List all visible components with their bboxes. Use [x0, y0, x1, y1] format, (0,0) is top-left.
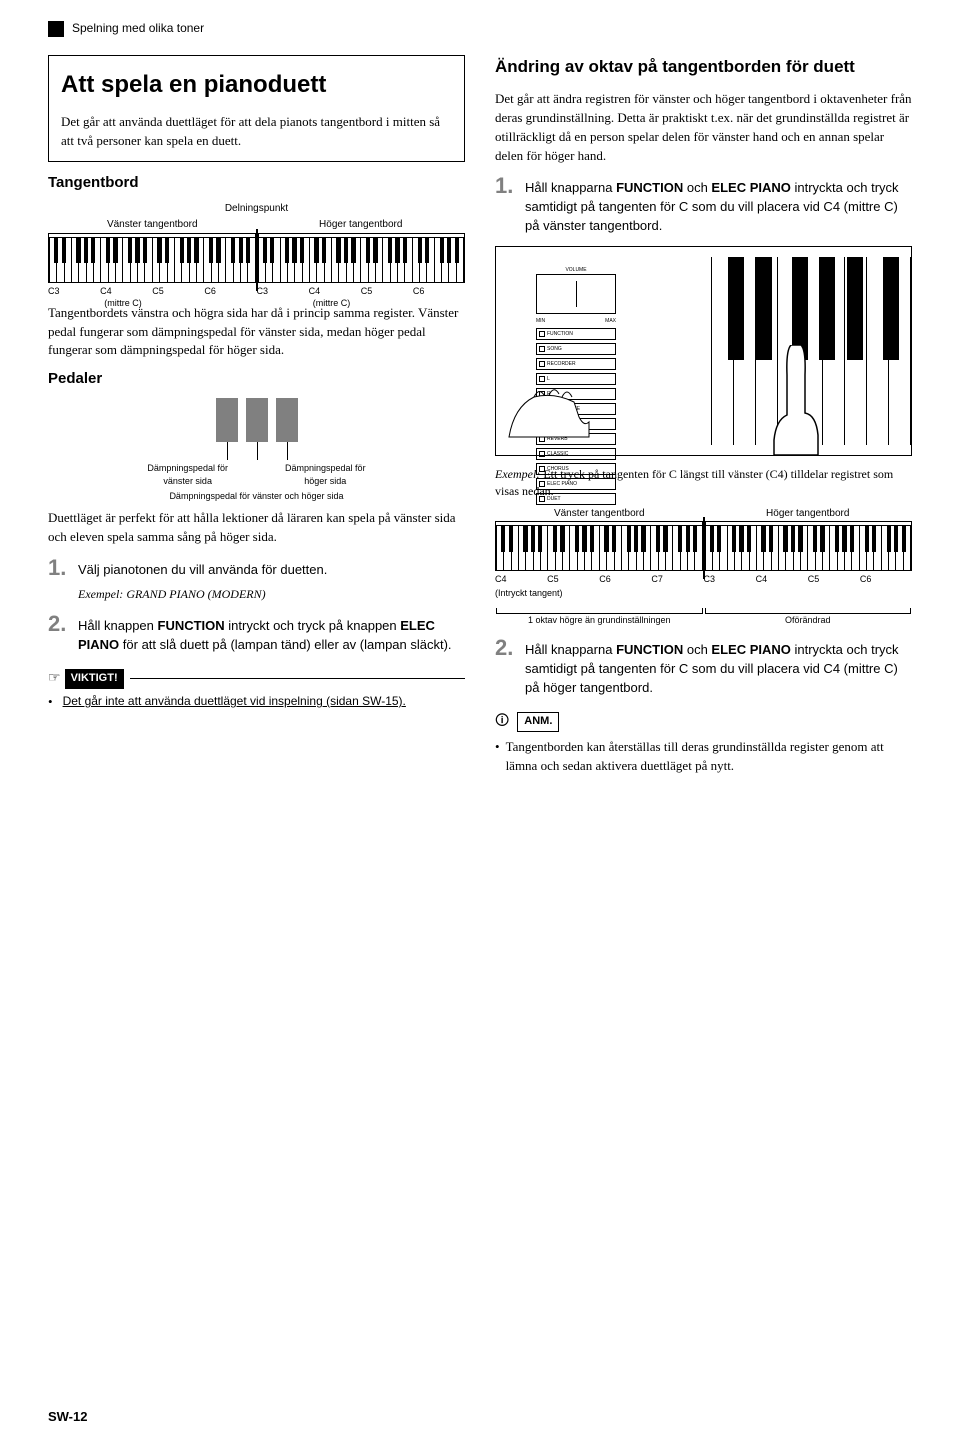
intro-box: Att spela en pianoduett Det går att anvä… — [48, 55, 465, 161]
step-2-text: Håll knappen FUNCTION intryckt och tryck… — [78, 613, 465, 655]
right-para-1: Det går att ändra registren för vänster … — [495, 90, 912, 165]
viktigt-badge: VIKTIGT! — [65, 669, 124, 689]
right-heading: Ändring av oktav på tangentborden för du… — [495, 55, 912, 80]
keyboard-2-note-labels: C4C5C6C7C3C4C5C6 — [495, 573, 912, 586]
panel-button: ELEC PIANO — [536, 478, 616, 490]
bullet-icon: • — [48, 693, 53, 712]
right-step-1-text: Håll knapparna FUNCTION och ELEC PIANO i… — [525, 175, 912, 236]
panel-button: CHORUS — [536, 463, 616, 475]
step-number-1: 1. — [48, 557, 72, 580]
pedal-left-icon — [216, 398, 238, 442]
anm-text: Tangentborden kan återställas till deras… — [506, 738, 912, 776]
anm-bullet: • Tangentborden kan återställas till der… — [495, 738, 912, 776]
step-1: 1. Välj pianotonen du vill använda för d… — [48, 557, 465, 580]
kb2-left-label: Vänster tangentbord — [495, 507, 704, 522]
step-1-text: Välj pianotonen du vill använda för duet… — [78, 557, 327, 580]
page-header: Spelning med olika toner — [48, 20, 912, 37]
bullet-icon: • — [495, 738, 500, 776]
panel-button: RECORDER — [536, 358, 616, 370]
right-column: Ändring av oktav på tangentborden för du… — [495, 55, 912, 775]
pedal-left-label: Dämpningspedal för vänster sida — [131, 462, 244, 488]
note-icon: 🛈 — [495, 712, 509, 732]
kb2-right-label: Höger tangentbord — [704, 507, 913, 522]
page-footer: SW-12 — [48, 1408, 87, 1427]
main-heading: Att spela en pianoduett — [61, 68, 452, 103]
step-1-example: Exempel: GRAND PIANO (MODERN) — [78, 586, 465, 603]
right-step-number-2: 2. — [495, 637, 519, 698]
right-step-2-text: Håll knapparna FUNCTION och ELEC PIANO i… — [525, 637, 912, 698]
right-step-number-1: 1. — [495, 175, 519, 236]
pedal-mid-label: Dämpningspedal för vänster och höger sid… — [131, 490, 381, 503]
panel-button: FUNCTION — [536, 328, 616, 340]
keyboard-svg — [48, 237, 465, 283]
under-left-label: 1 oktav högre än grundinställningen — [495, 614, 704, 627]
anm-badge: ANM. — [517, 712, 559, 732]
panel-button: SONG — [536, 343, 616, 355]
right-kb-label: Höger tangentbord — [257, 218, 466, 233]
two-column-layout: Att spela en pianoduett Det går att anvä… — [48, 55, 912, 775]
under-right-label: Oförändrad — [704, 614, 913, 627]
intro-text: Det går att använda duettläget för att d… — [61, 113, 452, 151]
pedals-diagram: Dämpningspedal för vänster sida Dämpning… — [131, 398, 381, 503]
pressed-key-label: (Intryckt tangent) — [495, 587, 912, 600]
panel-button: CLASSIC — [536, 448, 616, 460]
right-step-1: 1. Håll knapparna FUNCTION och ELEC PIAN… — [495, 175, 912, 236]
hand-icon: ☞ — [48, 669, 61, 689]
important-bar: ☞ VIKTIGT! — [48, 669, 465, 689]
step-number-2: 2. — [48, 613, 72, 655]
pedal-mid-icon — [246, 398, 268, 442]
pressing-hand-icon — [504, 377, 594, 447]
paragraph-1: Tangentbordets vänstra och högra sida ha… — [48, 304, 465, 361]
panel-volume-label: VOLUME — [536, 267, 616, 274]
viktigt-text: Det går inte att använda duettläget vid … — [63, 693, 406, 712]
pedaler-heading: Pedaler — [48, 368, 465, 390]
keyboard-note-labels: C3C4C5C6(mittre C)C3C4C5C6(mittre C) — [48, 285, 465, 298]
note-bar: 🛈 ANM. — [495, 712, 912, 732]
keyboard-diagram-1: Delningspunkt Vänster tangentbord Höger … — [48, 202, 465, 298]
pedal-right-label: Dämpningspedal för höger sida — [269, 462, 382, 488]
left-kb-label: Vänster tangentbord — [48, 218, 257, 233]
section-title: Spelning med olika toner — [72, 20, 204, 37]
keyboard-diagram-2: Vänster tangentbord Höger tangentbord C4… — [495, 507, 912, 628]
split-point-label: Delningspunkt — [48, 202, 465, 217]
finger-press-icon — [771, 345, 821, 455]
pedal-right-icon — [276, 398, 298, 442]
tangentbord-heading: Tangentbord — [48, 172, 465, 194]
viktigt-bullet: • Det går inte att använda duettläget vi… — [48, 693, 465, 712]
piano-illustration: VOLUME MINMAX FUNCTIONSONGRECORDERLRMETR… — [495, 246, 912, 456]
volume-slider-icon — [536, 274, 616, 314]
header-square-icon — [48, 21, 64, 37]
right-step-2: 2. Håll knapparna FUNCTION och ELEC PIAN… — [495, 637, 912, 698]
step-2: 2. Håll knappen FUNCTION intryckt och tr… — [48, 613, 465, 655]
paragraph-2: Duettläget är perfekt för att hålla lekt… — [48, 509, 465, 547]
panel-button: DUET — [536, 493, 616, 505]
left-column: Att spela en pianoduett Det går att anvä… — [48, 55, 465, 775]
